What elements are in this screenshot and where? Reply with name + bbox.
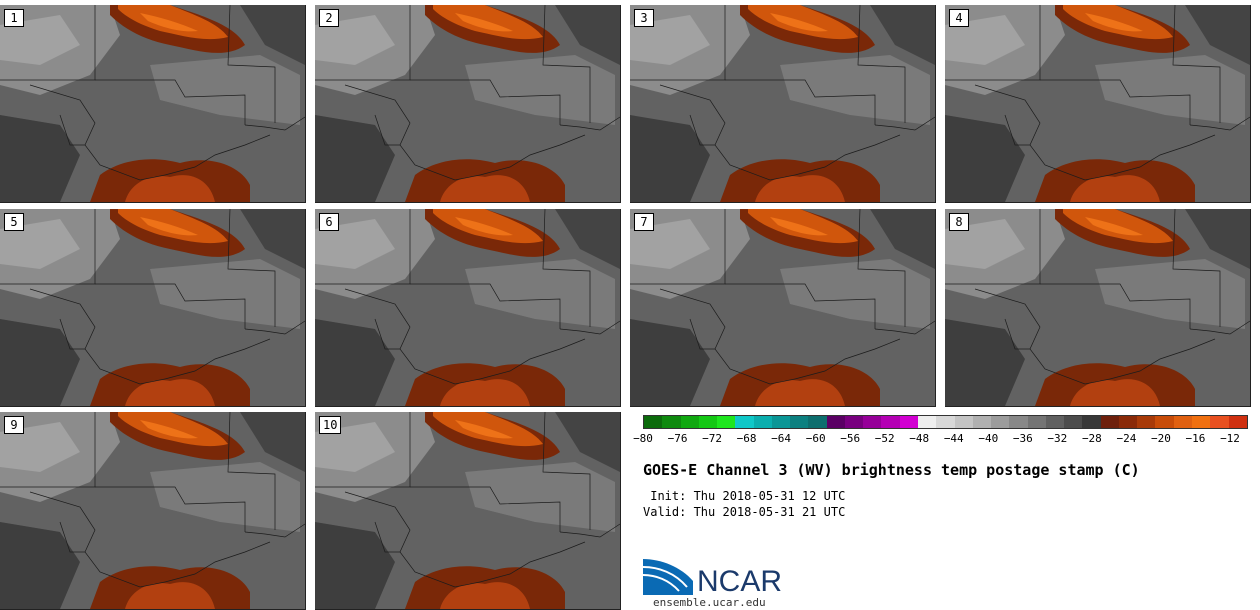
colorbar-swatch: [1173, 416, 1192, 428]
water-vapor-map: [0, 412, 305, 609]
colorbar-swatch: [1064, 416, 1083, 428]
water-vapor-map: [315, 5, 620, 202]
member-number-label: 10: [319, 416, 342, 434]
colorbar-tick-label: −76: [667, 432, 688, 445]
water-vapor-map: [315, 209, 620, 406]
colorbar-swatch: [717, 416, 736, 428]
water-vapor-map: [945, 5, 1250, 202]
colorbar-swatch: [1100, 416, 1119, 428]
colorbar-swatch: [698, 416, 718, 428]
colorbar-swatch: [954, 416, 973, 428]
colorbar-swatch: [1210, 416, 1229, 428]
ensemble-member-panel: 7: [630, 209, 936, 407]
colorbar-swatch: [662, 416, 681, 428]
colorbar-swatch: [1045, 416, 1065, 428]
ensemble-member-panel: 1: [0, 5, 306, 203]
water-vapor-map: [630, 209, 935, 406]
figure-title: GOES-E Channel 3 (WV) brightness temp po…: [643, 461, 1140, 479]
colorbar-swatch: [936, 416, 955, 428]
colorbar-tick-label: −16: [1185, 432, 1206, 445]
ensemble-member-panel: 9: [0, 412, 306, 610]
colorbar-swatch: [881, 416, 900, 428]
colorbar-swatch: [680, 416, 699, 428]
colorbar-swatch: [1082, 416, 1101, 428]
colorbar-swatch: [771, 416, 791, 428]
colorbar-swatch: [991, 416, 1010, 428]
colorbar-swatch: [753, 416, 772, 428]
colorbar-tick-label: −72: [702, 432, 722, 445]
colorbar-swatch: [1118, 416, 1138, 428]
ensemble-member-panel: 10: [315, 412, 621, 610]
colorbar-swatch: [826, 416, 845, 428]
colorbar-tick-label: −44: [943, 432, 964, 445]
colorbar-tick-label: −80: [633, 432, 653, 445]
ncar-swoosh-icon: [643, 559, 693, 595]
colorbar-swatch: [844, 416, 864, 428]
colorbar-tick-label: −36: [1012, 432, 1033, 445]
member-number-label: 1: [4, 9, 24, 27]
water-vapor-map: [0, 5, 305, 202]
ensemble-member-panel: 2: [315, 5, 621, 203]
init-time: Init: Thu 2018-05-31 12 UTC: [643, 489, 846, 503]
colorbar-tick-label: −52: [874, 432, 895, 445]
colorbar-tick-label: −20: [1151, 432, 1171, 445]
colorbar-swatch: [863, 416, 882, 428]
ensemble-member-panel: 4: [945, 5, 1251, 203]
valid-time: Valid: Thu 2018-05-31 21 UTC: [643, 505, 846, 519]
colorbar-swatch: [1009, 416, 1028, 428]
colorbar-swatch: [899, 416, 918, 428]
member-number-label: 2: [319, 9, 339, 27]
colorbar-swatch: [1137, 416, 1156, 428]
colorbar-swatch: [644, 416, 663, 428]
member-number-label: 4: [949, 9, 969, 27]
water-vapor-map: [630, 5, 935, 202]
colorbar-swatch: [1228, 416, 1247, 428]
colorbar-swatch: [972, 416, 992, 428]
member-number-label: 7: [634, 213, 654, 231]
colorbar-tick-label: −32: [1047, 432, 1068, 445]
member-number-label: 3: [634, 9, 654, 27]
colorbar-swatch: [790, 416, 809, 428]
colorbar-tick-label: −68: [736, 432, 757, 445]
colorbar-tick-label: −64: [771, 432, 792, 445]
water-vapor-map: [315, 412, 620, 609]
water-vapor-map: [945, 209, 1250, 406]
ncar-logo-text: NCAR: [697, 565, 782, 595]
member-number-label: 8: [949, 213, 969, 231]
colorbar-tick-label: −48: [909, 432, 930, 445]
colorbar-swatch: [1191, 416, 1211, 428]
water-vapor-map: [0, 209, 305, 406]
ensemble-member-panel: 3: [630, 5, 936, 203]
ensemble-member-panel: 5: [0, 209, 306, 407]
colorbar-swatch: [917, 416, 937, 428]
colorbar: [643, 415, 1248, 429]
ensemble-member-panel: 8: [945, 209, 1251, 407]
colorbar-tick-label: −24: [1116, 432, 1137, 445]
colorbar-tick-label: −28: [1081, 432, 1102, 445]
colorbar-ticks: −80 −76 −72 −68 −64 −60 −56 −52 −48 −44 −40 −36 −32−…: [633, 432, 1248, 448]
ncar-logo: NCAR: [643, 559, 782, 595]
colorbar-tick-label: −12: [1220, 432, 1240, 445]
colorbar-swatch: [808, 416, 827, 428]
colorbar-tick-label: −40: [978, 432, 999, 445]
ensemble-member-panel: 6: [315, 209, 621, 407]
colorbar-swatch: [735, 416, 754, 428]
colorbar-swatch: [1027, 416, 1046, 428]
colorbar-tick-label: −56: [840, 432, 861, 445]
website-url: ensemble.ucar.edu: [653, 596, 766, 609]
colorbar-swatch: [1155, 416, 1174, 428]
member-number-label: 5: [4, 213, 24, 231]
colorbar-tick-label: −60: [805, 432, 826, 445]
member-number-label: 6: [319, 213, 339, 231]
member-number-label: 9: [4, 416, 24, 434]
